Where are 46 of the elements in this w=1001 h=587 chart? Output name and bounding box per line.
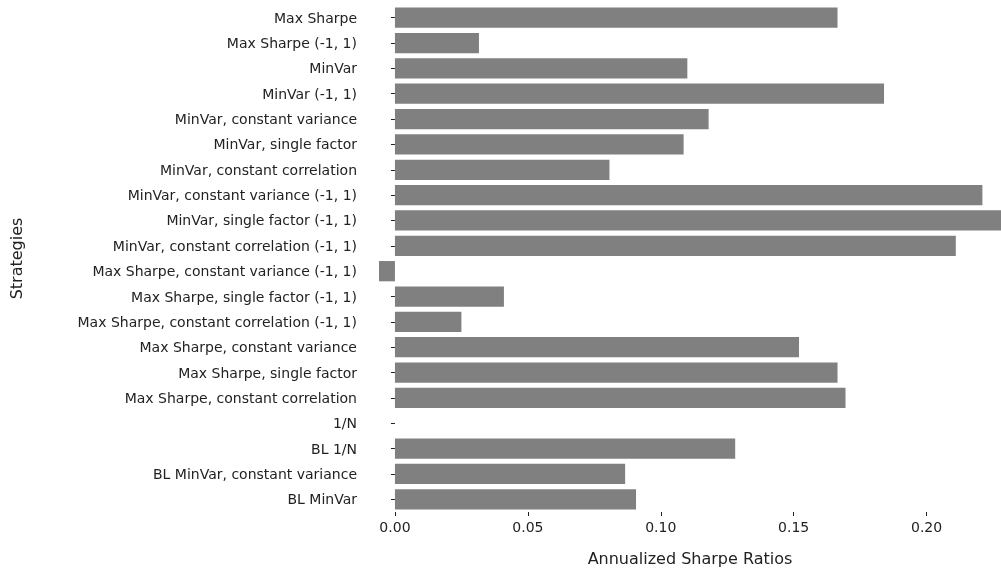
bar <box>394 134 684 155</box>
y-tick-label: 1/N <box>332 415 357 432</box>
y-tick-label: MinVar, constant variance (-1, 1) <box>127 187 357 204</box>
y-tick-label: Max Sharpe, constant variance (-1, 1) <box>92 263 357 280</box>
y-tick-label: MinVar (-1, 1) <box>262 85 357 102</box>
y-tick-label: BL MinVar, constant variance <box>152 465 357 482</box>
y-tick-label: Max Sharpe, constant correlation (-1, 1) <box>77 313 357 330</box>
bar <box>394 159 610 180</box>
bar <box>394 108 709 130</box>
bar <box>379 261 395 282</box>
bar <box>394 463 626 485</box>
bar <box>394 311 462 333</box>
y-tick-label: Max Sharpe, constant correlation <box>124 389 357 406</box>
y-tick-label: MinVar, constant correlation <box>160 161 357 178</box>
x-tick-label: 0.00 <box>379 519 411 535</box>
bar <box>394 337 799 358</box>
x-tick-label: 0.20 <box>910 519 943 535</box>
bar <box>394 387 846 409</box>
y-tick-label: BL 1/N <box>311 440 357 457</box>
x-tick-label: 0.10 <box>645 519 677 535</box>
x-axis-title: Annualized Sharpe Ratios <box>587 548 793 568</box>
bar <box>394 235 956 256</box>
y-tick-label: MinVar, single factor (-1, 1) <box>166 212 357 229</box>
x-tick-label: 0.05 <box>512 519 544 535</box>
y-axis-title: Strategies <box>6 217 26 300</box>
y-tick-label: MinVar, constant correlation (-1, 1) <box>112 237 357 254</box>
y-tick-label: MinVar <box>309 60 358 77</box>
y-tick-label: BL MinVar <box>287 491 358 508</box>
bar <box>394 362 838 383</box>
y-tick-label: MinVar, single factor <box>213 136 358 153</box>
bar <box>394 58 688 79</box>
y-tick-label: Max Sharpe, constant variance <box>139 339 357 356</box>
y-tick-label: Max Sharpe (-1, 1) <box>226 35 357 52</box>
y-tick-label: Max Sharpe, single factor <box>178 364 358 381</box>
bar <box>394 286 504 307</box>
y-tick-label: MinVar, constant variance <box>174 111 357 128</box>
bar <box>394 489 637 510</box>
bar <box>394 184 983 206</box>
bar <box>394 83 885 104</box>
bar <box>394 32 479 54</box>
bar <box>394 210 1001 231</box>
bar <box>394 438 736 459</box>
y-tick-label: Max Sharpe <box>274 9 357 26</box>
x-tick-label: 0.15 <box>778 519 810 535</box>
y-tick-label: Max Sharpe, single factor (-1, 1) <box>131 288 357 305</box>
bar <box>394 7 838 28</box>
